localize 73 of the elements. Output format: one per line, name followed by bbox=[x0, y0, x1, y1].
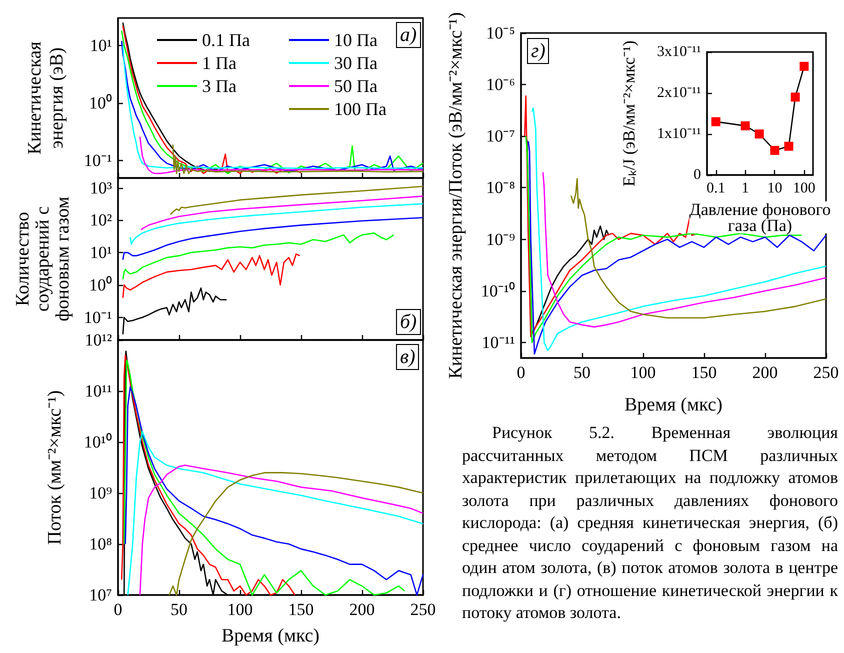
line-series bbox=[122, 287, 228, 335]
x-axis-title: Давление фонового газа (Па) bbox=[689, 200, 831, 235]
x-tick-label: 100 bbox=[227, 600, 253, 619]
y-tick-label: 10⁻¹ bbox=[84, 308, 112, 327]
annotation: г) bbox=[527, 38, 550, 64]
y-tick-label: 1x10⁻¹¹ bbox=[657, 126, 701, 142]
x-tick-label: 0.1 bbox=[706, 180, 726, 196]
y-tick-label: 10⁻¹⁰ bbox=[480, 281, 515, 300]
x-tick-label: 200 bbox=[349, 600, 375, 619]
y-axis-title: Количество соударений с фоновым газом bbox=[12, 196, 74, 322]
y-tick-label: 10¹⁰ bbox=[84, 432, 112, 452]
line-series bbox=[130, 203, 424, 245]
x-tick-label: 50 bbox=[170, 600, 188, 619]
y-tick-label: 10⁰ bbox=[89, 275, 112, 294]
annotation: б) bbox=[396, 309, 421, 335]
line-series bbox=[139, 136, 424, 174]
y-tick-label: 10³ bbox=[90, 178, 112, 198]
x-tick-label: 150 bbox=[288, 600, 314, 619]
text: Рисунок 5.2. Временная эволюция рассчитанных методом ПСМ различных характеристик прилетающих на подложку атомов золота при различных давлениях фонового кислорода: (а) средняя кинетическая энергия, (б) среднее число соударений с фоновым газом на один атом золота, (в) поток атомов золота в центре подложки и (г) отношение кинетической энергии к потоку атомов золота. bbox=[462, 423, 838, 622]
legend-label: 50 Па bbox=[334, 76, 378, 96]
x-axis-title: Время (мкс) bbox=[624, 394, 722, 416]
y-tick-label: 10¹ bbox=[90, 243, 112, 262]
y-tick-label: 10¹² bbox=[84, 330, 112, 350]
line-series bbox=[127, 430, 424, 596]
y-axis-title: Eₖ/J (эВ/мм⁻²×мкс⁻¹) bbox=[620, 40, 638, 187]
y-tick-label: 10⁻⁷ bbox=[486, 126, 516, 146]
line-series bbox=[124, 386, 424, 596]
annotation: в) bbox=[396, 344, 420, 370]
y-tick-label: 10⁻⁹ bbox=[486, 230, 516, 249]
y-tick-label: 10¹¹ bbox=[84, 382, 112, 400]
x-tick-label: 150 bbox=[691, 363, 717, 382]
y-tick-label: 10⁻¹¹ bbox=[482, 332, 515, 352]
y-tick-label: 10² bbox=[90, 210, 112, 230]
x-tick-label: 100 bbox=[630, 363, 656, 382]
x-tick-label: 250 bbox=[813, 363, 839, 382]
y-tick-label: 10⁷ bbox=[89, 586, 112, 604]
line-series bbox=[139, 464, 424, 596]
legend-label: 0.1 Па bbox=[202, 30, 250, 50]
line-series bbox=[122, 232, 394, 280]
x-tick-label: 10 bbox=[767, 180, 782, 196]
x-tick-label: 200 bbox=[752, 363, 778, 382]
line-series bbox=[140, 196, 424, 231]
legend-label: 100 Па bbox=[334, 99, 386, 119]
y-axis-title: Поток (мм⁻²×мкс⁻¹) bbox=[44, 390, 66, 545]
y-tick-label: 10⁻⁶ bbox=[486, 75, 516, 94]
y-tick-label: 10⁻⁵ bbox=[486, 24, 516, 42]
y-axis-title: Кинетическая энергия/Поток (эВ/мм⁻²×мкс⁻¹) bbox=[446, 12, 466, 379]
y-tick-label: 10¹ bbox=[90, 36, 112, 55]
line-series bbox=[122, 216, 424, 260]
x-tick-label: 100 bbox=[792, 180, 816, 196]
line-series bbox=[121, 354, 296, 596]
line-series bbox=[122, 253, 300, 298]
annotation: а) bbox=[396, 22, 421, 48]
y-tick-label: 0 bbox=[694, 167, 701, 183]
y-tick-label: 10⁻¹ bbox=[84, 151, 112, 170]
y-axis-title: Кинетическая энергия (эВ) bbox=[24, 41, 68, 154]
y-tick-label: 10⁰ bbox=[89, 94, 112, 113]
x-tick-label: 1 bbox=[742, 180, 750, 196]
legend-label: 3 Па bbox=[202, 76, 236, 96]
x-tick-label: 50 bbox=[574, 363, 590, 382]
y-tick-label: 10⁹ bbox=[89, 484, 112, 502]
line-series bbox=[172, 144, 424, 174]
x-axis-title: Время (мкс) bbox=[222, 626, 320, 646]
legend-label: 30 Па bbox=[334, 53, 378, 73]
y-tick-label: 10⁸ bbox=[89, 534, 112, 554]
line-series bbox=[170, 186, 424, 216]
y-tick-label: 10⁻⁸ bbox=[486, 178, 516, 198]
y-tick-label: 3x10⁻¹¹ bbox=[657, 44, 701, 60]
y-tick-label: 2x10⁻¹¹ bbox=[657, 85, 701, 101]
legend-label: 1 Па bbox=[202, 53, 236, 73]
legend-label: 10 Па bbox=[334, 30, 378, 50]
x-tick-label: 250 bbox=[410, 600, 436, 619]
line-series bbox=[168, 472, 424, 596]
